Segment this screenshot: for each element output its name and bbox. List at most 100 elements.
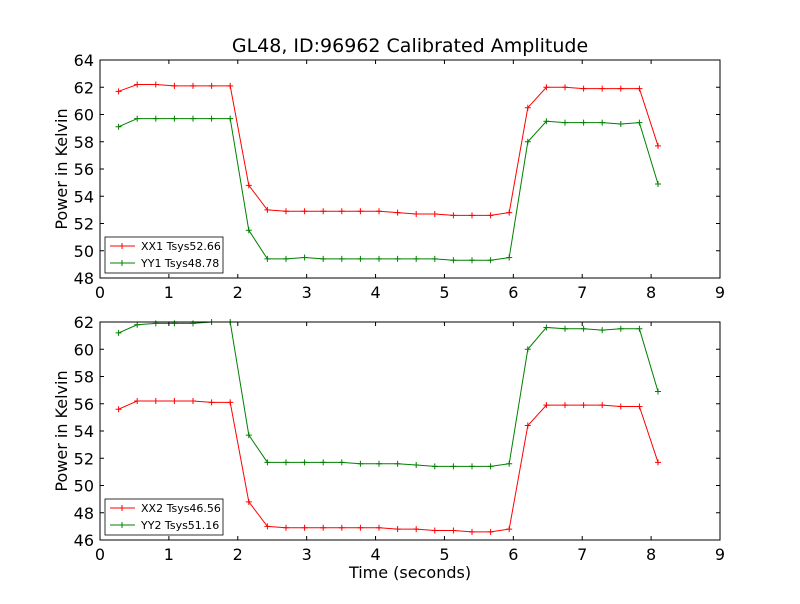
bottom-data-point xyxy=(617,325,624,332)
bottom-data-point xyxy=(543,402,550,409)
bottom-legend-box xyxy=(104,498,224,536)
top-data-point xyxy=(152,115,159,122)
top-data-point xyxy=(394,209,401,216)
bottom-data-point xyxy=(115,329,122,336)
top-data-point xyxy=(580,119,587,126)
legend-label-yy1: YY1 Tsys48.78 xyxy=(140,257,219,270)
top-data-point xyxy=(431,210,438,217)
top-y-tick-label: 54 xyxy=(74,187,94,206)
top-x-tick-label: 0 xyxy=(95,283,105,302)
bottom-data-point xyxy=(357,524,364,531)
top-data-point xyxy=(245,227,252,234)
top-y-axis-label: Power in Kelvin xyxy=(52,108,71,229)
top-y-tick-label: 60 xyxy=(74,106,94,125)
bottom-legend: XX2 Tsys46.56 YY2 Tsys51.16 xyxy=(104,498,224,536)
bottom-data-point xyxy=(283,459,289,466)
bottom-data-point xyxy=(301,524,308,531)
top-data-point xyxy=(543,84,550,91)
top-data-point xyxy=(469,257,475,264)
bottom-x-tick-label: 1 xyxy=(164,545,174,564)
top-legend-box xyxy=(104,236,224,274)
bottom-data-point xyxy=(320,524,327,531)
top-y-tick-label: 50 xyxy=(74,242,94,261)
top-x-tick-label: 4 xyxy=(370,283,380,302)
bottom-x-tick-label: 2 xyxy=(233,545,243,564)
top-data-point xyxy=(450,257,457,264)
top-data-point xyxy=(264,206,271,213)
bottom-data-point xyxy=(376,524,382,531)
bottom-data-point xyxy=(655,459,661,466)
top-data-point xyxy=(208,82,215,89)
top-data-point xyxy=(134,115,141,122)
chart-title: GL48, ID:96962 Calibrated Amplitude xyxy=(232,35,588,57)
top-data-point xyxy=(338,208,345,215)
bottom-data-point xyxy=(245,432,252,439)
top-data-point xyxy=(413,210,420,217)
top-data-point xyxy=(431,255,438,262)
top-x-tick-label: 7 xyxy=(577,283,587,302)
bottom-data-point xyxy=(487,463,494,470)
bottom-data-point xyxy=(208,399,215,406)
bottom-data-point xyxy=(580,402,587,409)
top-data-point xyxy=(190,115,196,122)
top-x-tick-label: 5 xyxy=(439,283,449,302)
top-y-tick-label: 48 xyxy=(74,269,94,288)
top-x-tick-label: 9 xyxy=(715,283,725,302)
top-data-point xyxy=(264,255,271,262)
bottom-data-point xyxy=(655,388,661,395)
bottom-data-point xyxy=(580,325,587,332)
bottom-data-point xyxy=(394,526,401,533)
bottom-data-point xyxy=(283,524,289,531)
top-data-point xyxy=(227,115,234,122)
bottom-data-point xyxy=(562,402,568,409)
top-data-point xyxy=(487,212,494,219)
bottom-x-tick-label: 0 xyxy=(95,545,105,564)
bottom-data-point xyxy=(469,528,475,535)
top-legend: XX1 Tsys52.66 YY1 Tsys48.78 xyxy=(104,236,224,274)
bottom-series-line-1 xyxy=(118,400,659,533)
bottom-data-point xyxy=(450,527,457,534)
top-data-point xyxy=(171,82,178,89)
bottom-x-tick-label: 4 xyxy=(370,545,380,564)
top-data-point xyxy=(338,255,345,262)
bottom-data-point xyxy=(134,398,141,405)
top-data-point xyxy=(506,254,513,261)
top-data-point xyxy=(655,142,661,149)
bottom-x-tick-label: 5 xyxy=(439,545,449,564)
top-data-point xyxy=(450,212,457,219)
top-data-point xyxy=(283,255,289,262)
legend-marker-yy2 xyxy=(119,522,125,528)
top-y-tick-label: 52 xyxy=(74,215,94,234)
bottom-y-tick-label: 48 xyxy=(74,504,94,523)
top-x-tick-label: 3 xyxy=(302,283,312,302)
top-data-point xyxy=(562,119,568,126)
top-data-point xyxy=(227,82,234,89)
top-y-tick-label: 64 xyxy=(74,51,94,70)
top-data-point xyxy=(171,115,178,122)
top-data-point xyxy=(655,180,661,187)
bottom-data-point xyxy=(171,398,178,405)
top-data-point xyxy=(357,208,364,215)
top-data-point xyxy=(245,182,252,189)
bottom-y-tick-label: 58 xyxy=(74,368,94,387)
bottom-x-tick-label: 8 xyxy=(646,545,656,564)
bottom-data-point xyxy=(617,403,624,410)
top-data-point xyxy=(376,208,382,215)
bottom-data-point xyxy=(599,327,606,334)
top-data-point xyxy=(469,212,475,219)
top-series-line-2 xyxy=(118,118,659,261)
top-data-point xyxy=(115,88,122,95)
bottom-data-point xyxy=(636,403,643,410)
top-data-point xyxy=(599,85,606,92)
top-data-point xyxy=(320,255,327,262)
bottom-data-point xyxy=(115,406,122,413)
bottom-x-tick-label: 6 xyxy=(508,545,518,564)
legend-label-yy2: YY2 Tsys51.16 xyxy=(140,519,219,532)
bottom-data-point xyxy=(301,459,308,466)
bottom-y-tick-label: 46 xyxy=(74,531,94,550)
bottom-data-point xyxy=(227,399,234,406)
top-x-tick-label: 2 xyxy=(233,283,243,302)
